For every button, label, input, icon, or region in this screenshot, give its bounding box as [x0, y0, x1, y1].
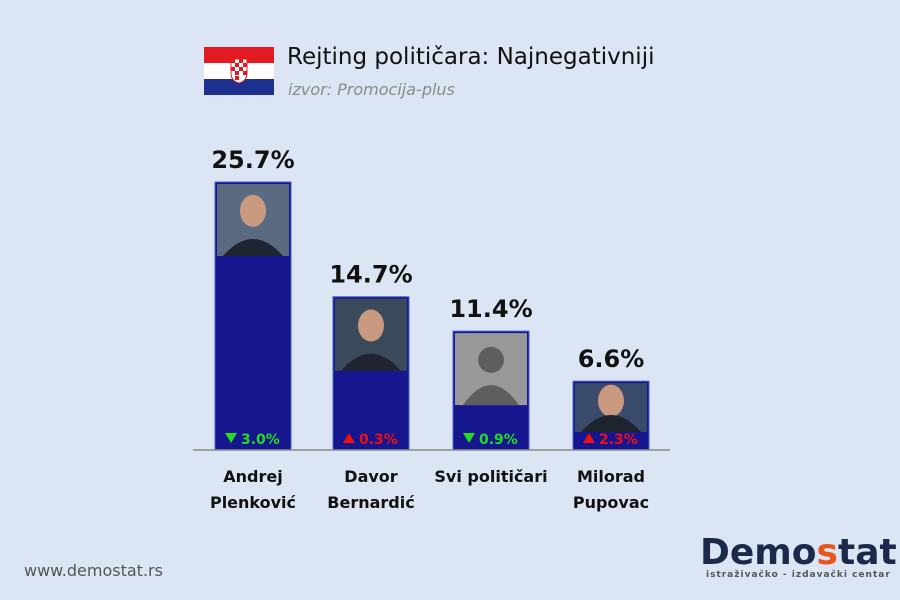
- croatia-flag-icon: [204, 47, 274, 95]
- arrow-down-icon: [463, 433, 475, 443]
- chart-source: izvor: Promocija-plus: [288, 80, 455, 99]
- change-label: 3.0%: [241, 432, 280, 448]
- website-link[interactable]: www.demostat.rs: [24, 561, 163, 580]
- value-label: 25.7%: [211, 146, 294, 174]
- value-label: 14.7%: [329, 261, 412, 289]
- category-label: Pupovac: [573, 493, 649, 512]
- demostat-logo: Demostat: [700, 532, 897, 573]
- politician-photo: [217, 184, 289, 256]
- category-label: Plenković: [210, 493, 296, 512]
- value-label: 6.6%: [578, 345, 645, 373]
- category-label: Andrej: [223, 467, 282, 486]
- change-label: 0.9%: [479, 432, 518, 448]
- arrow-down-icon: [225, 433, 237, 443]
- silhouette-photo: [455, 333, 527, 406]
- category-label: Milorad: [577, 467, 645, 486]
- politician-photo: [575, 383, 647, 432]
- arrow-up-icon: [343, 433, 355, 443]
- politician-photo: [335, 298, 407, 371]
- value-label: 11.4%: [449, 295, 532, 323]
- category-label: Bernardić: [327, 493, 414, 512]
- chart-title: Rejting političara: Najnegativniji: [287, 44, 655, 70]
- arrow-up-icon: [583, 433, 595, 443]
- change-label: 2.3%: [599, 432, 638, 448]
- logo-tagline: istraživačko - izdavački centar: [706, 570, 891, 580]
- change-label: 0.3%: [359, 432, 398, 448]
- category-label: Svi političari: [434, 467, 547, 486]
- category-label: Davor: [344, 467, 398, 486]
